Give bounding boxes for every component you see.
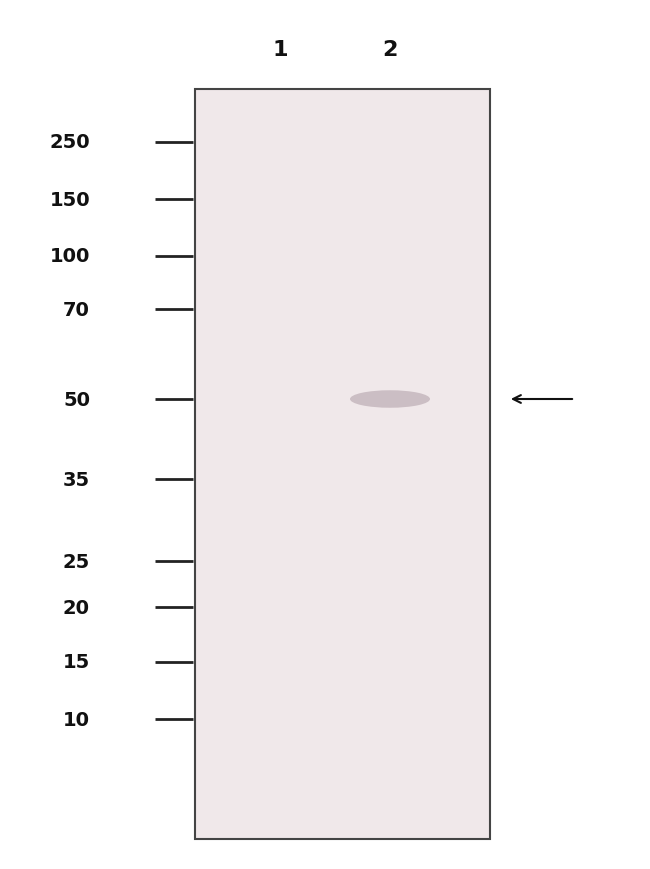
Text: 50: 50 xyxy=(63,390,90,409)
Text: 2: 2 xyxy=(382,40,398,60)
Bar xyxy=(195,90,490,839)
Text: 35: 35 xyxy=(63,470,90,489)
Text: 100: 100 xyxy=(49,247,90,266)
Text: 10: 10 xyxy=(63,710,90,729)
Text: 1: 1 xyxy=(272,40,288,60)
Text: 250: 250 xyxy=(49,133,90,152)
Ellipse shape xyxy=(350,391,430,408)
Text: 150: 150 xyxy=(49,190,90,209)
Text: 70: 70 xyxy=(63,300,90,319)
Text: 15: 15 xyxy=(63,653,90,672)
Text: 25: 25 xyxy=(63,552,90,571)
Text: 20: 20 xyxy=(63,598,90,617)
